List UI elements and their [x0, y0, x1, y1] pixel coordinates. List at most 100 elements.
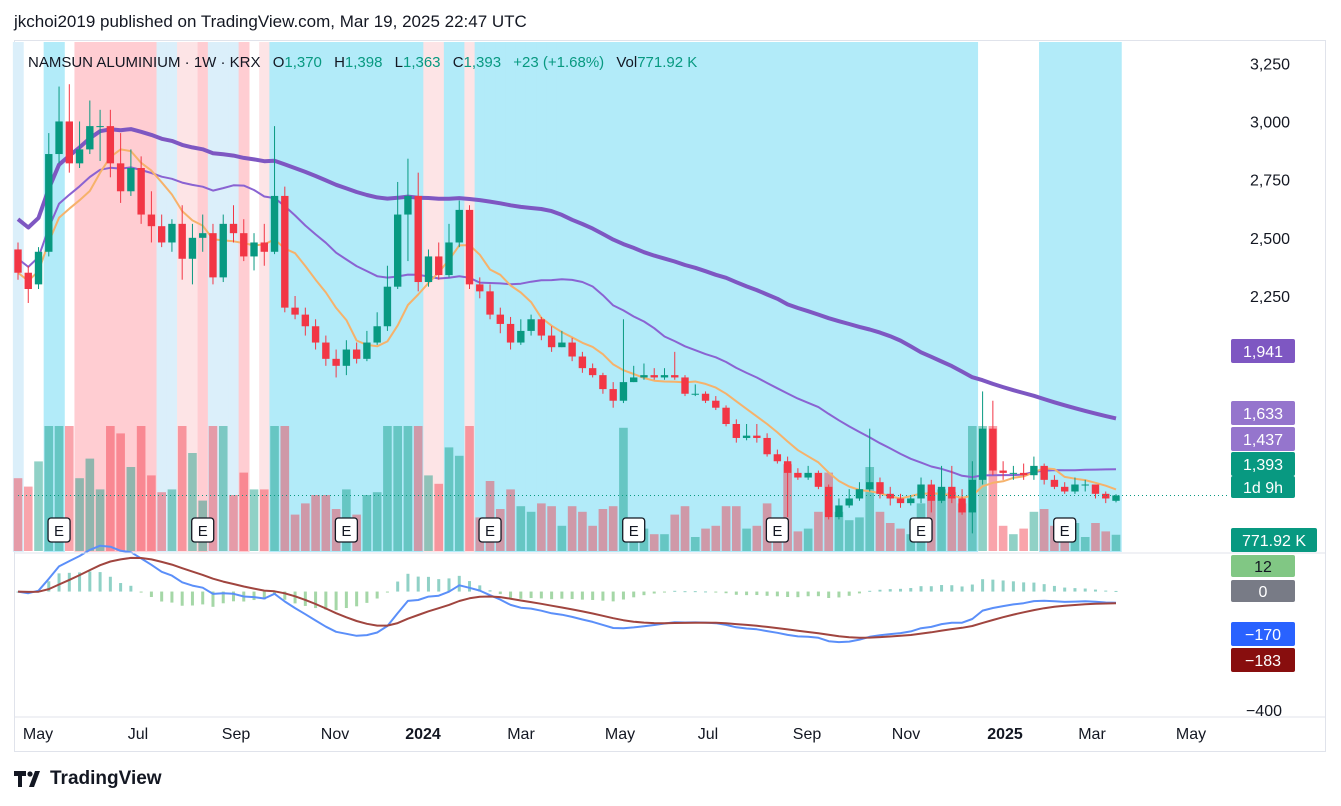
volume-bar — [537, 503, 546, 551]
candle-body — [609, 389, 617, 401]
candle-body — [404, 195, 412, 215]
macd-hist-bar — [1083, 588, 1087, 592]
macd-hist-bar — [1104, 590, 1108, 592]
ma-long-line — [16, 127, 1117, 421]
candle-body — [178, 223, 186, 259]
macd-hist-bar — [632, 591, 636, 598]
session-band — [1049, 42, 1061, 552]
time-tick-label: Mar — [507, 726, 535, 743]
macd-hist-bar — [786, 591, 790, 597]
candle-body — [814, 472, 823, 487]
price-tick-label: 2,500 — [1250, 231, 1290, 248]
volume-bar — [680, 506, 690, 551]
volume-bar — [403, 426, 413, 551]
tradingview-logo-icon — [14, 771, 40, 787]
session-band — [146, 42, 158, 552]
session-band — [556, 42, 568, 552]
session-band — [915, 42, 927, 552]
session-band — [94, 42, 106, 552]
candle-body — [1030, 465, 1038, 476]
candle-body — [558, 342, 566, 348]
macd-zero-tag — [1231, 580, 1295, 602]
macd-hist-bar — [231, 591, 235, 602]
candle-body — [999, 470, 1007, 473]
countdown-tag-label: 1d 9h — [1243, 480, 1283, 497]
volume-bar — [875, 511, 885, 551]
volume-bar — [619, 427, 628, 551]
candle-body — [137, 168, 145, 215]
candle-body — [763, 437, 771, 455]
macd-hist-bar — [981, 579, 985, 592]
macd-hist-bar — [519, 591, 523, 599]
candle-body — [671, 375, 679, 378]
volume-bar — [177, 426, 187, 551]
macd-hist-bar — [406, 573, 410, 592]
session-band — [536, 42, 548, 552]
macd-hist-bar — [570, 591, 574, 600]
candle-body — [363, 342, 371, 359]
macd-hist-bar — [1032, 582, 1036, 592]
volume-bar — [1029, 511, 1039, 551]
session-band — [12, 42, 24, 552]
session-band — [187, 42, 199, 552]
legend-close: 1,393 — [463, 54, 502, 71]
macd-hist-bar — [201, 591, 205, 605]
session-band — [166, 42, 178, 552]
volume-bar — [844, 520, 854, 551]
volume-bar — [126, 467, 136, 551]
candle-body — [712, 400, 720, 408]
macd-hist-bar — [375, 591, 379, 599]
candle-body — [168, 223, 176, 243]
signal-line-tag — [1231, 648, 1295, 672]
macd-hist-bar — [642, 591, 646, 596]
ma-mid-line — [17, 166, 1117, 479]
volume-bar — [906, 534, 916, 551]
volume-bar — [742, 528, 751, 551]
macd-hist-bar — [149, 591, 153, 597]
session-band — [1100, 42, 1112, 552]
macd-hist-bar — [108, 576, 112, 592]
macd-hist-bar — [211, 591, 215, 607]
tradingview-footer[interactable]: TradingView — [14, 768, 162, 790]
volume-bar — [506, 489, 515, 551]
candle-body — [1040, 465, 1048, 480]
candle-body — [978, 428, 987, 480]
candle-body — [45, 154, 53, 252]
macd-hist-bar — [314, 591, 318, 609]
volume-tag-label: 771.92 K — [1242, 533, 1306, 550]
session-band — [700, 42, 712, 552]
earnings-marker-label: E — [198, 523, 208, 540]
time-tick-label: Nov — [321, 726, 349, 743]
candle-body — [96, 126, 104, 128]
session-band — [803, 42, 814, 552]
candle-body — [1060, 486, 1069, 492]
candle-body — [1009, 472, 1018, 474]
volume-bar — [998, 525, 1008, 551]
macd-hist-bar — [468, 581, 472, 592]
candle-body — [116, 163, 125, 192]
session-band — [320, 42, 332, 552]
session-band — [218, 42, 229, 552]
candle-body — [907, 498, 915, 504]
macd-histogram — [16, 571, 1118, 611]
volume-bar — [516, 506, 526, 551]
volume-bar — [413, 426, 423, 551]
macd-hist-bar — [1022, 582, 1026, 592]
earnings-marker-label: E — [54, 523, 64, 540]
session-band — [638, 42, 650, 552]
candle-body — [1112, 495, 1120, 501]
macd-hist-bar — [899, 588, 903, 592]
macd-hist-bar — [950, 585, 954, 592]
time-tick-label: Jul — [698, 726, 718, 743]
candle-body — [14, 249, 22, 273]
macd-hist-bar — [868, 590, 872, 592]
volume-bar — [301, 503, 310, 551]
candle-body — [701, 393, 710, 401]
candle-body — [722, 407, 730, 424]
candle-body — [393, 214, 402, 287]
macd-hist-bar — [78, 572, 82, 592]
macd-hist-bar — [262, 591, 266, 600]
macd-hist-bar — [180, 591, 184, 606]
